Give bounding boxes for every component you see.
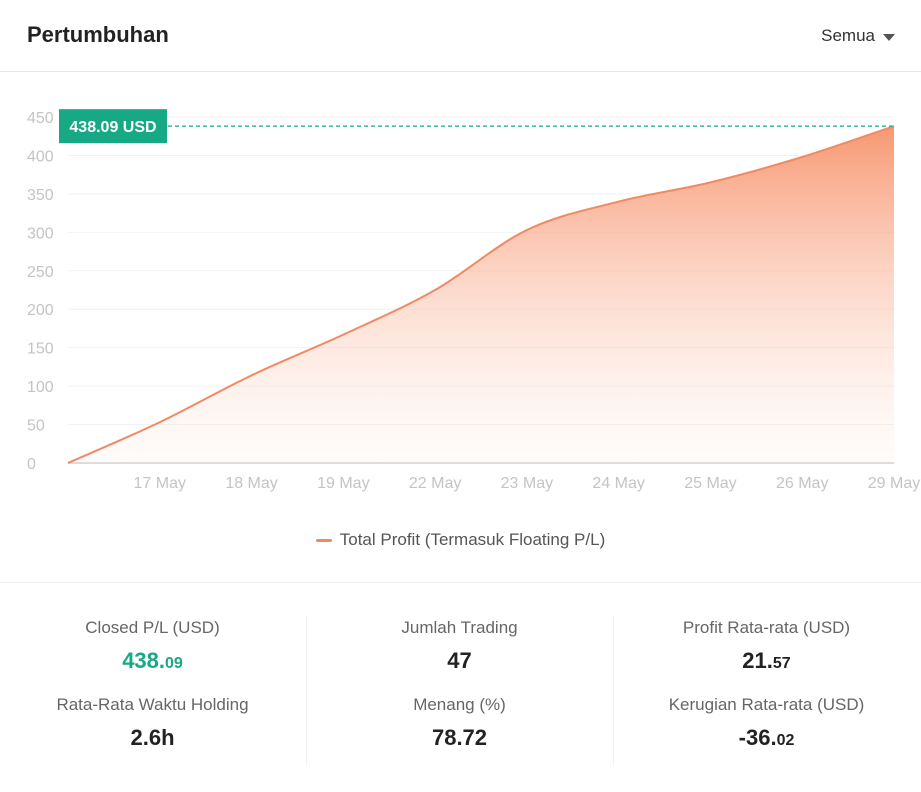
legend-label: Total Profit (Termasuk Floating P/L) — [339, 530, 606, 549]
series-area — [68, 126, 894, 463]
avg-loss-label: Kerugian Rata-rata (USD) — [668, 695, 865, 714]
avg-profit-int: 21. — [742, 648, 773, 673]
section-divider — [0, 582, 921, 583]
legend-swatch — [315, 538, 332, 542]
y-tick-label: 450 — [27, 110, 54, 127]
holding-time-value: 2.6h — [130, 725, 175, 750]
closed-pl-label: Closed P/L (USD) — [85, 618, 220, 637]
stats-column-divider — [306, 616, 307, 766]
y-tick-label: 150 — [27, 341, 54, 358]
win-rate-label: Menang (%) — [413, 695, 506, 714]
holding-time-label: Rata-Rata Waktu Holding — [56, 695, 249, 714]
trade-count-value: 47 — [447, 648, 472, 673]
stats-column-1: Closed P/L (USD) 438.09 Rata-Rata Waktu … — [0, 616, 305, 766]
closed-pl-int: 438. — [122, 648, 166, 673]
chevron-down-icon — [883, 33, 895, 41]
period-filter-dropdown[interactable]: Semua — [821, 26, 895, 46]
chart-legend: Total Profit (Termasuk Floating P/L) — [0, 530, 921, 550]
x-tick-label: 19 May — [317, 475, 369, 492]
x-tick-label: 26 May — [776, 475, 828, 492]
x-tick-label: 17 May — [134, 475, 186, 492]
y-tick-label: 0 — [27, 456, 36, 473]
x-tick-label: 22 May — [409, 475, 461, 492]
closed-pl-value: 438.09 — [0, 646, 305, 676]
x-tick-label: 24 May — [592, 475, 644, 492]
avg-loss-dec: 02 — [776, 732, 795, 749]
y-tick-label: 100 — [27, 379, 54, 396]
stats-column-3: Profit Rata-rata (USD) 21.57 Kerugian Ra… — [614, 616, 919, 766]
avg-loss-value: -36.02 — [614, 723, 919, 753]
win-rate-value: 78.72 — [431, 725, 488, 750]
trade-count-label: Jumlah Trading — [401, 618, 518, 637]
y-tick-label: 250 — [27, 264, 54, 281]
avg-profit-label: Profit Rata-rata (USD) — [682, 618, 851, 637]
y-tick-label: 50 — [27, 418, 45, 435]
series-line — [67, 125, 895, 464]
page-title: Pertumbuhan — [27, 22, 169, 47]
marker-badge-label: 438.09 USD — [69, 119, 156, 136]
avg-loss-int: -36. — [738, 725, 777, 750]
x-tick-label: 18 May — [225, 475, 277, 492]
y-tick-label: 350 — [27, 187, 54, 204]
avg-profit-value: 21.57 — [614, 646, 919, 676]
x-tick-label: 23 May — [501, 475, 553, 492]
avg-profit-dec: 57 — [772, 655, 791, 672]
stats-column-divider — [613, 616, 614, 766]
y-tick-label: 400 — [27, 148, 54, 165]
period-filter-label: Semua — [821, 26, 875, 45]
y-tick-label: 200 — [27, 302, 54, 319]
panel-header: Pertumbuhan Semua — [0, 0, 921, 72]
x-tick-label: 29 May — [868, 475, 920, 492]
growth-chart: 438.09 USD 0 50 100 150 200 250 300 350 400 450 17… — [27, 109, 920, 492]
marker-badge — [59, 109, 167, 144]
stats-panel: Closed P/L (USD) 438.09 Rata-Rata Waktu … — [0, 583, 921, 792]
y-tick-label: 300 — [27, 225, 54, 242]
stats-column-2: Jumlah Trading 47 Menang (%) 78.72 — [307, 616, 612, 766]
closed-pl-dec: 09 — [165, 655, 183, 672]
x-tick-label: 25 May — [684, 475, 736, 492]
